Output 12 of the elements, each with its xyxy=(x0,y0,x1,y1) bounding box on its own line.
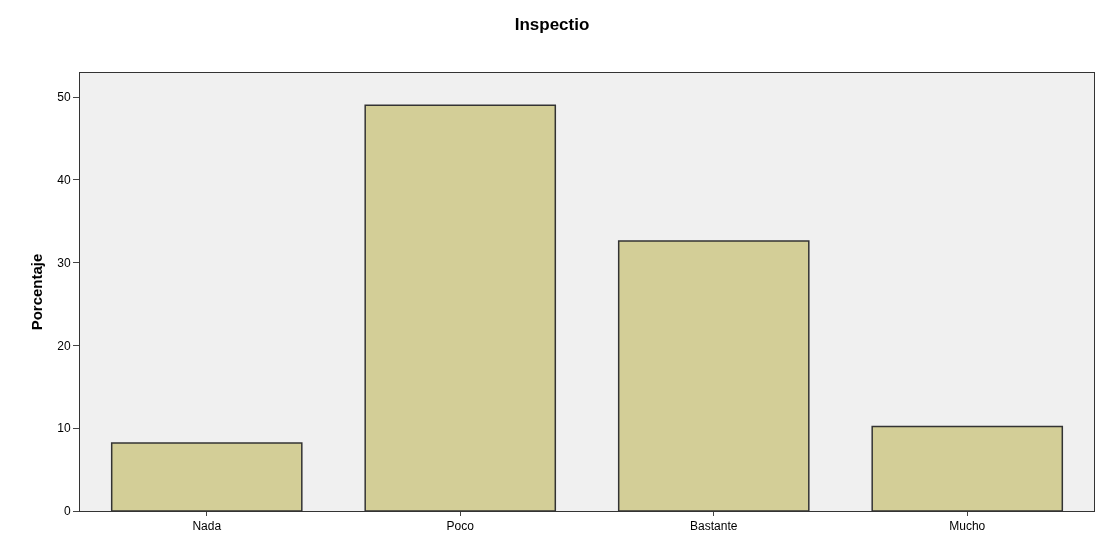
y-tick-label: 40 xyxy=(57,173,71,188)
y-axis-title: Porcentaje xyxy=(28,253,46,331)
x-tick-label: Bastante xyxy=(690,519,738,534)
y-tick-label: 10 xyxy=(57,421,71,436)
y-tick-label: 50 xyxy=(57,90,71,105)
x-tick-label: Poco xyxy=(446,519,475,534)
y-tick-label: 0 xyxy=(63,504,71,519)
y-tick-label: 20 xyxy=(57,338,71,353)
y-tick-label: 30 xyxy=(57,255,71,270)
x-tick-label: Nada xyxy=(192,519,222,534)
chart-title: Inspectio xyxy=(514,15,590,35)
x-tick-label: Mucho xyxy=(949,519,986,534)
